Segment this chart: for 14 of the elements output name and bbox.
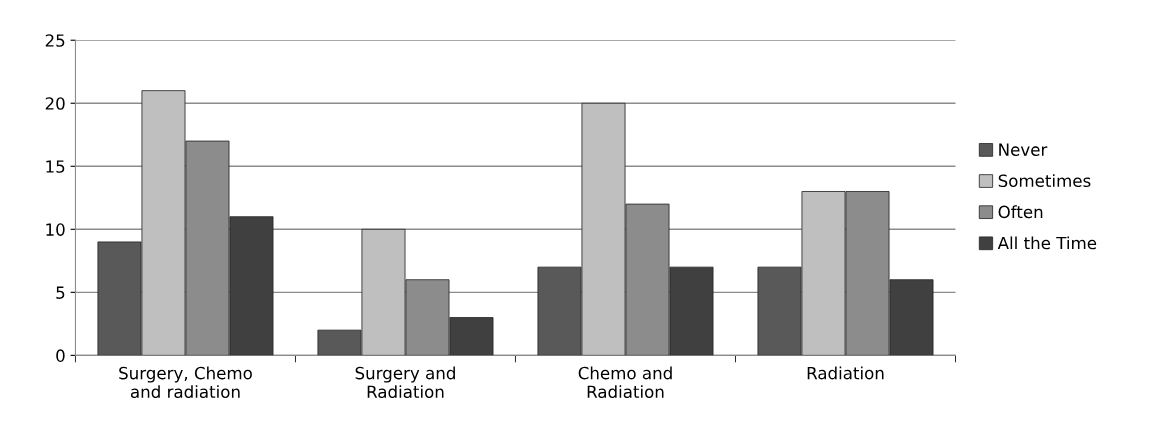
x-tick-label: Radiation xyxy=(807,366,884,380)
y-tick-label: 0 xyxy=(56,349,65,362)
y-tick-label: 25 xyxy=(45,34,65,47)
legend-label: Sometimes xyxy=(998,174,1091,188)
legend-label: Often xyxy=(998,205,1043,219)
legend-label: All the Time xyxy=(997,236,1097,250)
y-tick-label: 10 xyxy=(46,223,65,236)
y-tick-label: 15 xyxy=(46,160,65,173)
x-tick-label: Surgery, Chemo and radiation xyxy=(119,366,252,399)
legend-label: Never xyxy=(999,143,1048,156)
x-tick-label: Surgery and Radiation xyxy=(355,366,455,399)
y-tick-label: 5 xyxy=(56,286,65,299)
y-tick-label: 20 xyxy=(45,97,65,110)
x-tick-label: Chemo and Radiation xyxy=(578,366,672,399)
